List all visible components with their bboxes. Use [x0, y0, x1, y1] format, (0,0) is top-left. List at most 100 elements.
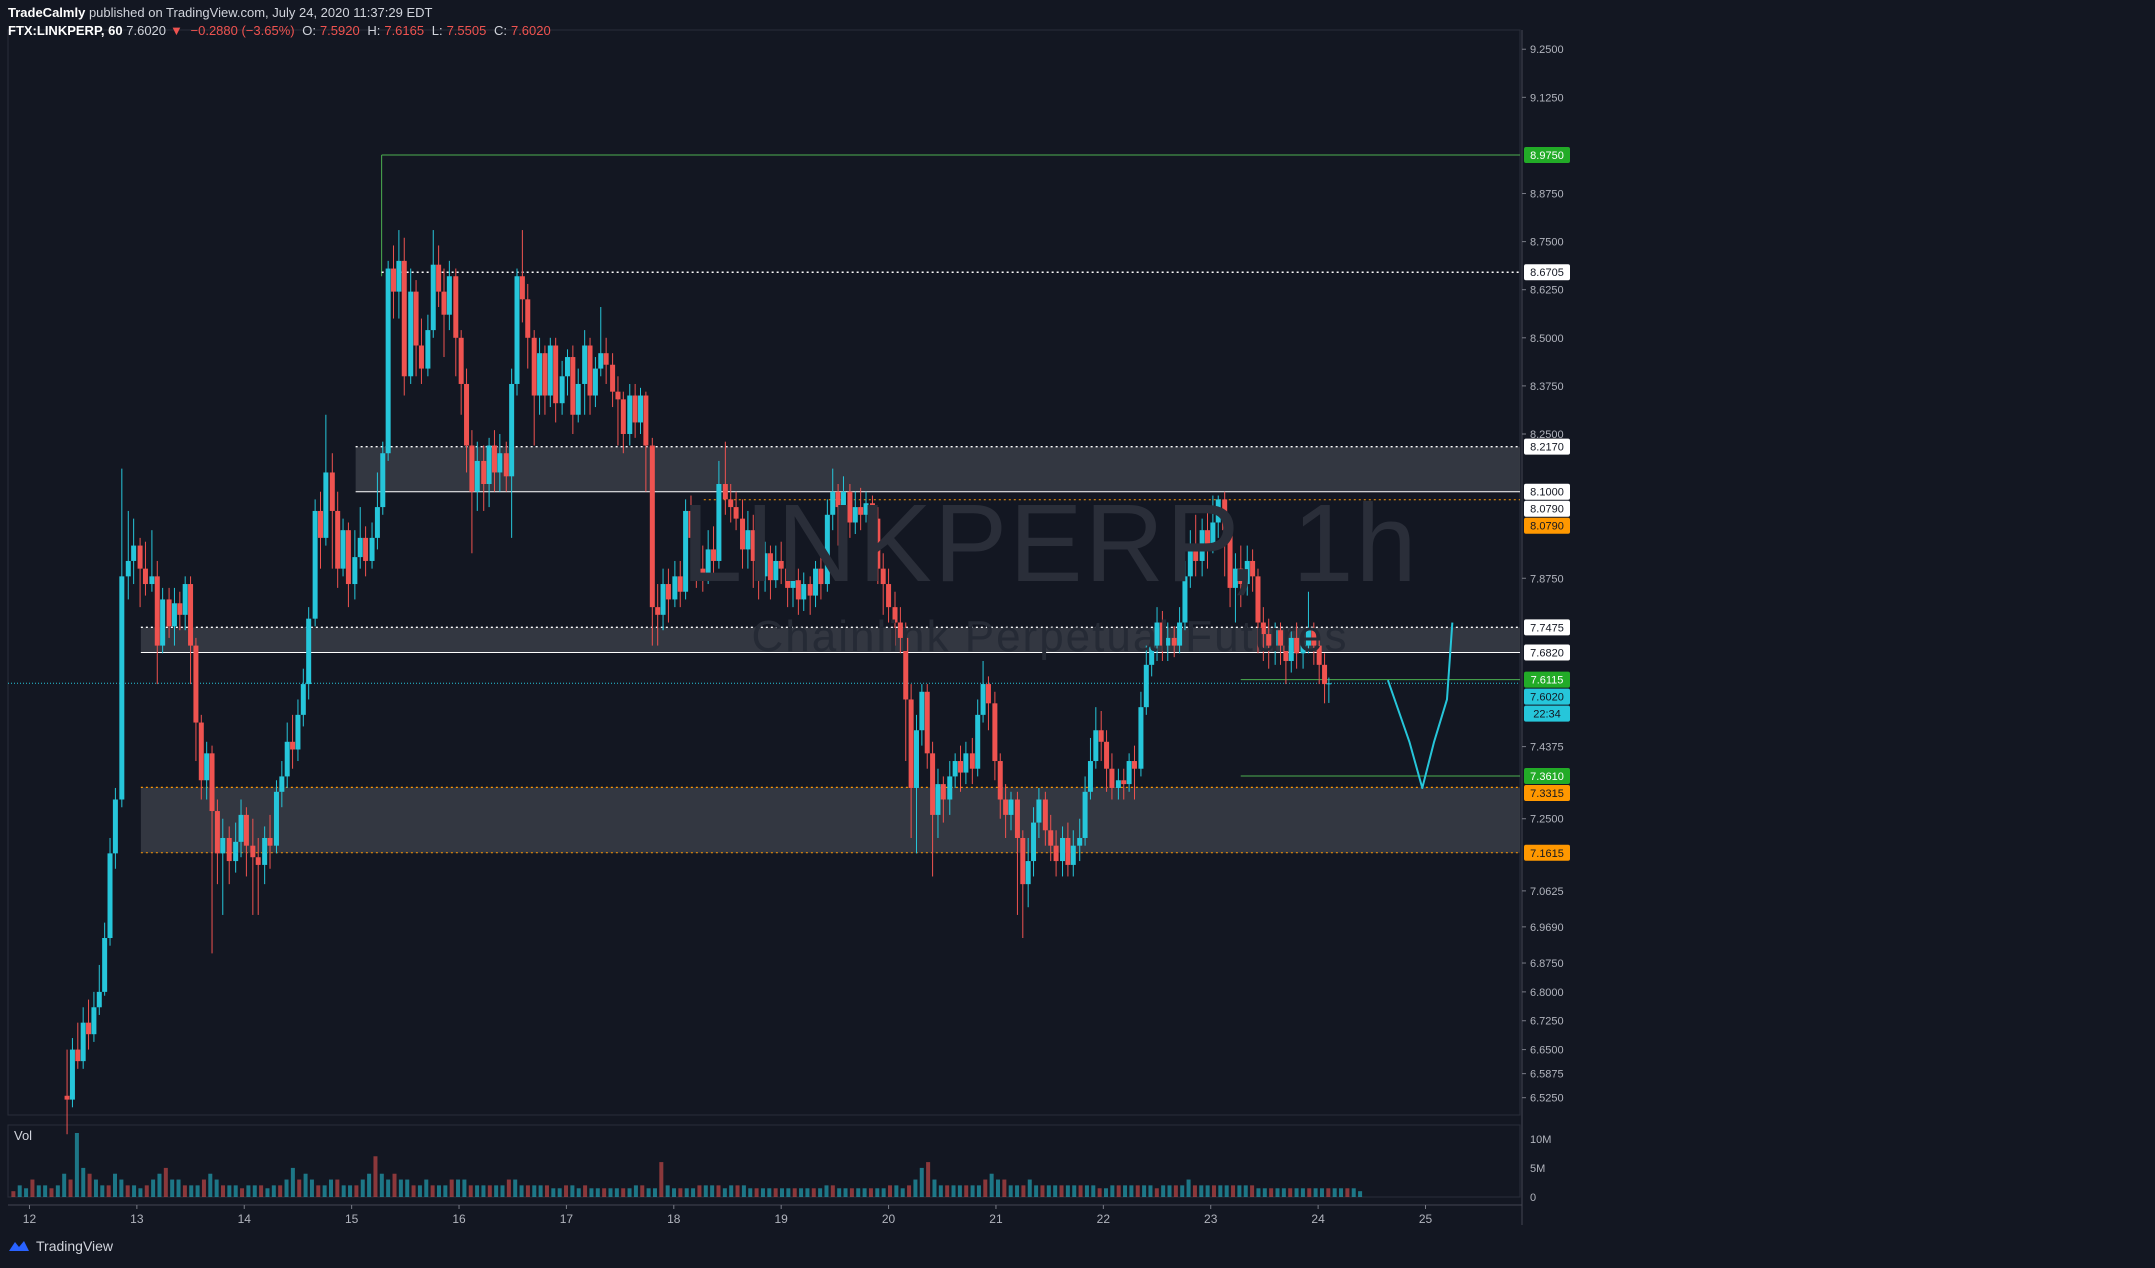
volume-bar	[1097, 1188, 1102, 1197]
volume-bar	[983, 1179, 988, 1197]
candle-body	[610, 364, 616, 392]
candle-body	[267, 837, 273, 846]
volume-bar	[646, 1188, 651, 1197]
volume-bar	[703, 1185, 708, 1197]
candle-body	[142, 568, 148, 585]
low-value: 7.5505	[446, 23, 487, 38]
volume-bar	[888, 1185, 893, 1197]
volume-bar	[1046, 1185, 1051, 1197]
brand-name: TradingView	[36, 1238, 114, 1254]
volume-bar	[1313, 1188, 1318, 1197]
candle-body	[638, 395, 644, 423]
candle-body	[226, 837, 232, 862]
volume-bar	[1142, 1185, 1147, 1197]
candle-body	[935, 784, 941, 815]
candle-body	[131, 545, 137, 561]
candle-body	[615, 391, 621, 400]
volume-bar	[163, 1167, 168, 1197]
candle-body	[514, 276, 520, 384]
candle-body	[1138, 707, 1144, 769]
candle-body	[665, 584, 671, 600]
volume-bar	[144, 1185, 149, 1197]
volume-bar	[49, 1188, 54, 1197]
candle-body	[340, 530, 346, 569]
candle-body	[745, 530, 751, 550]
volume-bar	[81, 1167, 86, 1197]
tradingview-logo[interactable]: TradingView	[8, 1238, 113, 1254]
candle-body	[1109, 768, 1115, 788]
candle-body	[587, 345, 593, 396]
candle-body	[519, 276, 525, 300]
price-label: 7.6115	[1531, 675, 1564, 687]
candle-body	[425, 330, 431, 369]
volume-bar	[328, 1179, 333, 1197]
volume-bar	[1065, 1185, 1070, 1197]
volume-bar	[1358, 1191, 1363, 1197]
volume-bar	[672, 1188, 677, 1197]
price-tick-label: 6.8000	[1530, 987, 1564, 999]
volume-bar	[43, 1185, 48, 1197]
price-tick-label: 8.3750	[1530, 381, 1564, 393]
candle-body	[69, 1049, 75, 1100]
candle-body	[1036, 799, 1042, 823]
volume-bar	[233, 1185, 238, 1197]
volume-bar	[538, 1185, 543, 1197]
candle-body	[1077, 837, 1083, 846]
volume-bar	[1319, 1188, 1324, 1197]
candle-body	[1025, 861, 1031, 885]
volume-bar	[119, 1179, 124, 1197]
candle-body	[1311, 630, 1317, 646]
price-tick-label: 6.6500	[1530, 1045, 1564, 1057]
publisher[interactable]: TradeCalmly	[8, 5, 86, 20]
candle-body	[1060, 837, 1066, 862]
candle-body	[840, 491, 846, 508]
candle-body	[750, 530, 756, 561]
volume-bar	[564, 1185, 569, 1197]
candle-body	[940, 784, 946, 800]
price-tick-label: 8.6250	[1530, 285, 1564, 297]
candle-body	[1182, 576, 1188, 623]
volume-bar	[405, 1179, 410, 1197]
price-label: 8.6705	[1530, 267, 1564, 279]
candle-body	[700, 568, 706, 577]
zone-rect	[140, 787, 1520, 853]
candle-body	[188, 584, 194, 646]
candle-body	[401, 260, 407, 377]
volume-bar	[1307, 1188, 1312, 1197]
candle-body	[756, 560, 762, 577]
volume-bar	[379, 1173, 384, 1197]
candle-body	[620, 399, 626, 434]
candle-body	[869, 503, 875, 519]
volume-bar	[278, 1185, 283, 1197]
volume-bar	[799, 1188, 804, 1197]
volume-bar	[583, 1185, 588, 1197]
candle-body	[279, 776, 285, 792]
volume-bar	[722, 1188, 727, 1197]
candle-body	[1260, 622, 1266, 635]
price-label: 7.3610	[1530, 771, 1564, 783]
volume-bar	[322, 1185, 327, 1197]
candle-body	[1272, 630, 1278, 646]
candle-body	[430, 264, 436, 331]
volume-bar	[436, 1185, 441, 1197]
volume-bar	[1129, 1185, 1134, 1197]
price-tick-label: 8.5000	[1530, 333, 1564, 345]
volume-bar	[195, 1185, 200, 1197]
low-label: L:	[431, 23, 443, 38]
volume-bar	[341, 1185, 346, 1197]
volume-bar	[754, 1188, 759, 1197]
volume-bar	[767, 1188, 772, 1197]
volume-bar	[627, 1188, 632, 1197]
time-tick-label: 15	[345, 1212, 359, 1226]
candle-body	[683, 510, 689, 592]
volume-bar	[30, 1179, 35, 1197]
candle-body	[728, 499, 734, 508]
candle-body	[369, 537, 375, 561]
candle-body	[875, 518, 881, 569]
candle-body	[1154, 622, 1160, 646]
chart-header: TradeCalmly published on TradingView.com…	[8, 4, 555, 40]
symbol-label[interactable]: FTX:LINKPERP, 60	[8, 23, 123, 38]
candle-body	[1266, 634, 1272, 646]
candle-body	[627, 395, 633, 434]
